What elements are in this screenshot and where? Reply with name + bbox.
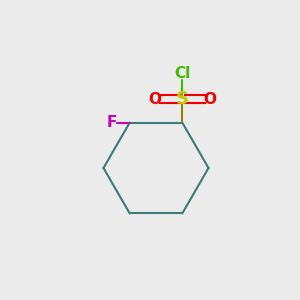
Text: F: F [106, 115, 117, 130]
Text: O: O [203, 92, 216, 106]
Text: S: S [176, 90, 189, 108]
Text: O: O [148, 92, 161, 106]
Text: Cl: Cl [174, 65, 190, 80]
